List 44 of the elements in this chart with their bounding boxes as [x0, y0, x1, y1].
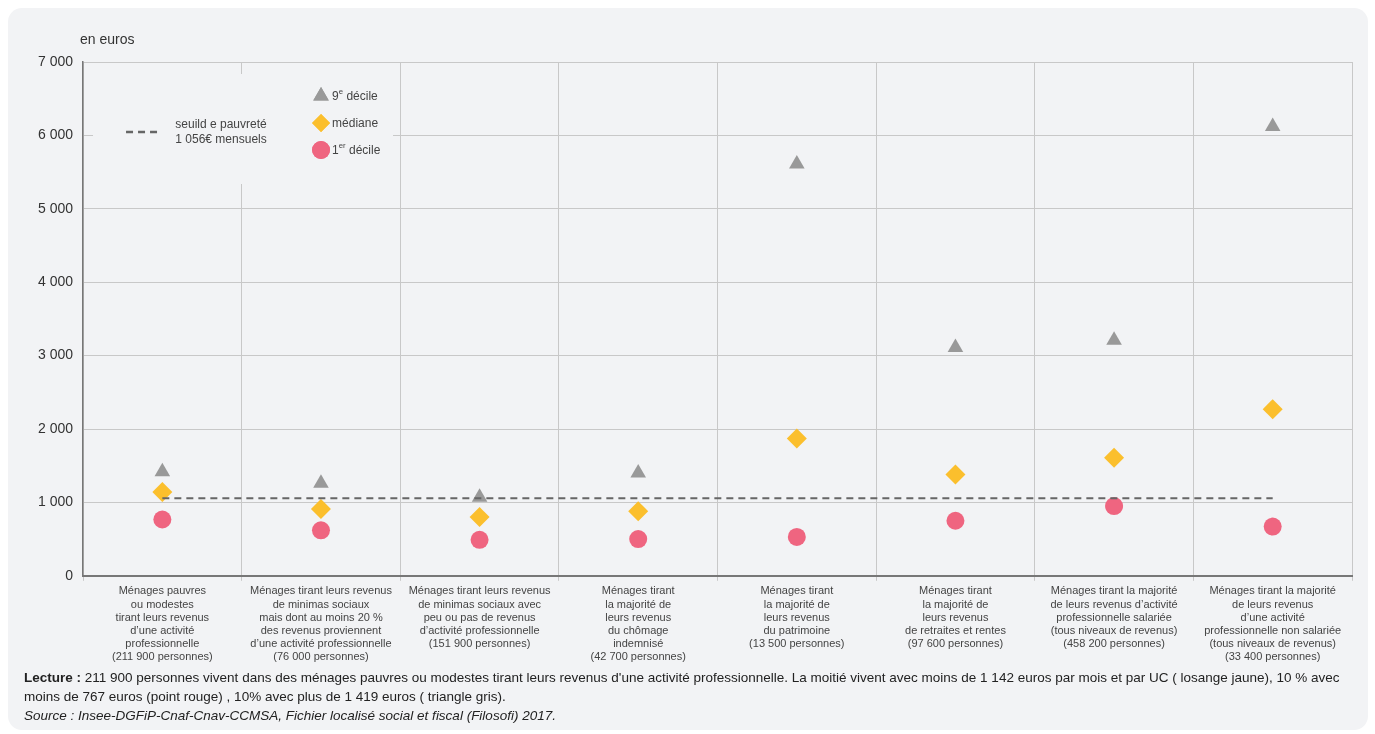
x-tick-label: Ménages tirant leurs revenus de minimas sociaux avec peu ou pas de revenus d’activité professionnelle (151 900 personnes) [408, 584, 552, 650]
x-tick-label: Ménages tirant la majorité de leurs revenus d’activité professionnelle salariée (tous niveaux de revenus) (458 200 personnes) [1050, 584, 1178, 650]
x-tick-label: Ménages pauvres ou modestes tirant leurs revenus d’une activité professionnelle (211 900 personnes) [111, 584, 213, 663]
point [153, 510, 172, 529]
point [1106, 331, 1122, 345]
y-tick-label: 2 000 [37, 419, 74, 436]
text: Lecture : 211 900 personnes vivent dans des ménages pauvres ou modestes tirant leurs revenus d'une activité professionnelle. La moitié vivent avec moins de 1 142 euros par mois et par UC ( losange jaune), 10 % avec moins de 767 euros (point rouge) , 10% avec plus de 1 419 euros ( triangle gris). [24, 670, 1340, 704]
point [629, 530, 648, 549]
point [1262, 399, 1283, 420]
y-tick-label: 7 000 [37, 52, 74, 69]
point [313, 474, 329, 488]
point [470, 530, 489, 549]
y-axis-title: en euros [80, 31, 135, 47]
point [945, 464, 966, 485]
point [154, 462, 171, 477]
point [310, 499, 331, 520]
y-tick-label: 1 000 [37, 493, 74, 510]
point [1263, 517, 1282, 536]
y-tick-label: 5 000 [37, 199, 74, 216]
y-tick-label: 6 000 [37, 126, 74, 143]
point [1104, 447, 1125, 468]
point [789, 155, 805, 169]
x-tick-label: Ménages tirant la majorité de leurs revenus du chômage indemnisé (42 700 personnes) [590, 584, 686, 663]
point [1105, 497, 1124, 516]
point [630, 464, 646, 478]
y-tick-label: 0 [65, 566, 74, 583]
point [946, 511, 965, 530]
point [1264, 117, 1281, 132]
point [947, 338, 964, 353]
x-tick-label: Ménages tirant la majorité de leurs revenus d’une activité professionnelle non salariée (tous niveaux de revenus) (33 400 personnes) [1204, 584, 1342, 663]
legend-label: médiane [332, 116, 379, 131]
point [311, 521, 330, 540]
point [628, 501, 649, 522]
x-tick-label: Ménages tirant la majorité de leurs revenus de retraites et rentes (97 600 personnes) [905, 584, 1007, 650]
y-tick-label: 3 000 [37, 346, 74, 363]
point [469, 507, 490, 528]
point [787, 527, 806, 546]
point [152, 481, 173, 502]
point [786, 428, 807, 449]
source-note: Source : Insee-DGFiP-Cnaf-Cnav-CCMSA, Fichier localisé social et fiscal (Filosofi) 2017. [24, 707, 557, 725]
legend-label: seuild e pauvreté 1 056€ mensuels [175, 116, 268, 146]
x-tick-label: Ménages tirant leurs revenus de minimas sociaux mais dont au moins 20 % des revenus proviennent d’une activité professionnelle (76 000 personnes) [250, 584, 393, 663]
y-tick-label: 4 000 [37, 273, 74, 290]
x-tick-label: Ménages tirant la majorité de leurs revenus du patrimoine (13 500 personnes) [749, 584, 845, 650]
